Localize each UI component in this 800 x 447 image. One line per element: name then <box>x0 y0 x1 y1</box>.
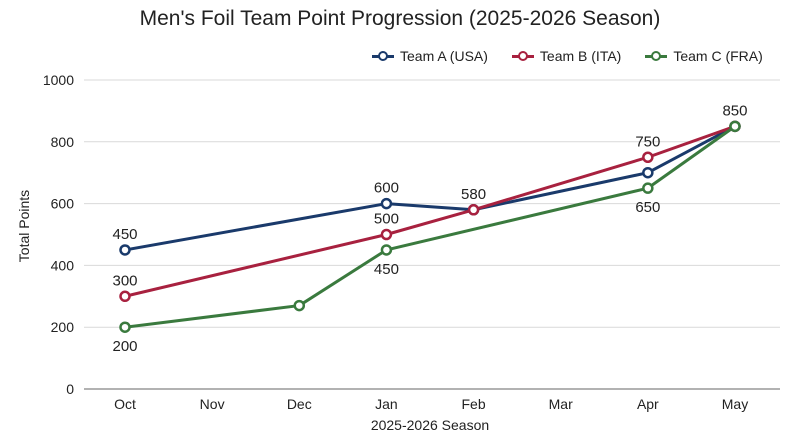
data-point <box>380 244 393 256</box>
legend-swatch-team-c <box>645 51 668 61</box>
data-point <box>380 228 393 241</box>
x-tick-label: Feb <box>461 396 485 412</box>
data-point <box>380 197 393 210</box>
x-tick-label: Nov <box>200 396 225 412</box>
data-label: 450 <box>112 226 137 243</box>
legend-label-team-a: Team A (USA) <box>400 48 488 64</box>
y-tick-label: 600 <box>51 196 75 212</box>
legend-swatch-team-a <box>372 51 394 61</box>
data-point <box>119 244 131 256</box>
data-label: 300 <box>112 272 137 289</box>
legend-item-team-c[interactable]: Team C (FRA) <box>645 48 763 64</box>
chart-title: Men's Foil Team Point Progression (2025-… <box>139 7 661 30</box>
y-tick-label: 400 <box>51 257 75 273</box>
x-tick-label: Oct <box>114 396 136 412</box>
data-point <box>642 182 654 194</box>
data-label: 750 <box>635 133 660 150</box>
legend-label-team-b: Team B (ITA) <box>539 48 622 64</box>
x-tick-label: Dec <box>287 396 312 412</box>
data-label: 600 <box>374 180 399 197</box>
x-tick-label: Apr <box>637 396 659 412</box>
grid-lines <box>84 79 780 390</box>
data-label: 580 <box>461 186 486 203</box>
data-point <box>642 166 654 179</box>
x-tick-label: May <box>722 396 748 412</box>
data-label: 850 <box>722 102 747 119</box>
data-point <box>467 204 480 216</box>
x-tick-label: Jan <box>375 396 398 412</box>
series-markers <box>119 120 741 333</box>
axes: 0 200 400 600 800 1000 Oct Nov Dec Jan Feb Mar Apr Ma… <box>43 72 748 412</box>
data-labels: 450 600 850 300 500 580 750 200 450 650 <box>112 102 747 355</box>
data-label: 450 <box>374 261 399 278</box>
data-point <box>729 120 741 133</box>
data-label: 650 <box>635 199 660 216</box>
y-tick-label: 0 <box>66 381 74 397</box>
x-tick-label: Mar <box>549 396 573 412</box>
data-point <box>119 321 131 333</box>
data-point <box>293 299 306 312</box>
y-tick-label: 1000 <box>43 72 74 88</box>
legend-label-team-c: Team C (FRA) <box>673 48 763 64</box>
legend: Team A (USA) Team B (ITA) Team C (FRA) <box>372 48 763 64</box>
y-tick-label: 200 <box>51 319 75 335</box>
y-axis-title: Total Points <box>16 190 32 262</box>
data-point <box>119 290 131 303</box>
data-label: 500 <box>374 211 399 228</box>
legend-item-team-a[interactable]: Team A (USA) <box>372 48 488 64</box>
legend-item-team-b[interactable]: Team B (ITA) <box>511 48 622 64</box>
y-tick-label: 800 <box>51 134 75 150</box>
data-point <box>642 151 654 163</box>
legend-swatch-team-b <box>511 51 534 61</box>
x-axis-title: 2025-2026 Season <box>371 417 489 433</box>
data-label: 200 <box>112 338 137 355</box>
